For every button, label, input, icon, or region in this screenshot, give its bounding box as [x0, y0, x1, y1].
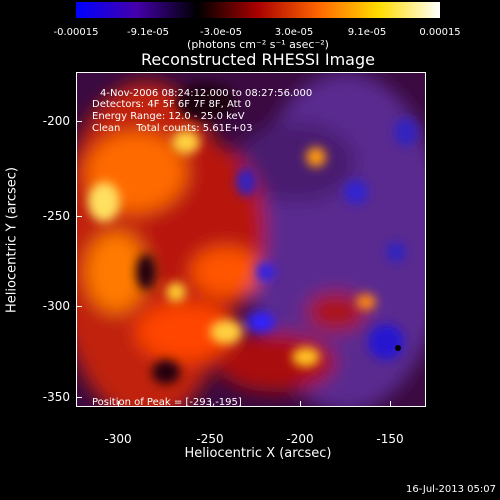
- y-tick-label: -350: [42, 390, 70, 404]
- x-tick-mark: [390, 401, 391, 407]
- colorbar-tick: 9.1e-05: [347, 27, 387, 38]
- x-tick-mark: [210, 401, 211, 407]
- method-counts-text: Clean Total counts: 5.61E+03: [92, 123, 253, 134]
- x-tick-label: -300: [104, 432, 132, 446]
- colorbar: [76, 2, 440, 18]
- y-tick-mark: [76, 397, 82, 398]
- energy-range-text: Energy Range: 12.0 - 25.0 keV: [92, 111, 245, 122]
- colorbar-tick: -3.0e-05: [200, 27, 242, 38]
- reconstructed-image: [76, 72, 426, 407]
- timestamp: 16-Jul-2013 05:07: [405, 484, 496, 495]
- x-axis-label: Heliocentric X (arcsec): [184, 446, 332, 461]
- detectors-text: Detectors: 4F 5F 6F 7F 8F, Att 0: [92, 99, 252, 110]
- x-tick-label: -200: [286, 432, 314, 446]
- y-tick-mark: [76, 216, 82, 217]
- image-title: Reconstructed RHESSI Image: [141, 50, 375, 69]
- y-tick-mark: [76, 121, 82, 122]
- time-range-text: 4-Nov-2006 08:24:12.000 to 08:27:56.000: [100, 88, 313, 99]
- colorbar-tick: 3.0e-05: [274, 27, 314, 38]
- peak-position-text: Position of Peak = [-293,-195]: [92, 397, 242, 408]
- colorbar-tick: 0.00015: [419, 27, 461, 38]
- y-tick-label: -300: [42, 299, 70, 313]
- y-tick-label: -250: [42, 209, 70, 223]
- plot-frame: [76, 72, 426, 407]
- colorbar-unit-label: (photons cm⁻² s⁻¹ asec⁻²): [187, 38, 329, 51]
- y-tick-mark: [76, 306, 82, 307]
- x-tick-label: -250: [196, 432, 224, 446]
- x-tick-mark: [300, 401, 301, 407]
- y-tick-label: -200: [42, 114, 70, 128]
- colorbar-tick: -0.00015: [53, 27, 99, 38]
- x-tick-mark: [118, 401, 119, 407]
- x-tick-label: -150: [376, 432, 404, 446]
- y-axis-label: Heliocentric Y (arcsec): [4, 167, 20, 313]
- colorbar-tick: -9.1e-05: [127, 27, 169, 38]
